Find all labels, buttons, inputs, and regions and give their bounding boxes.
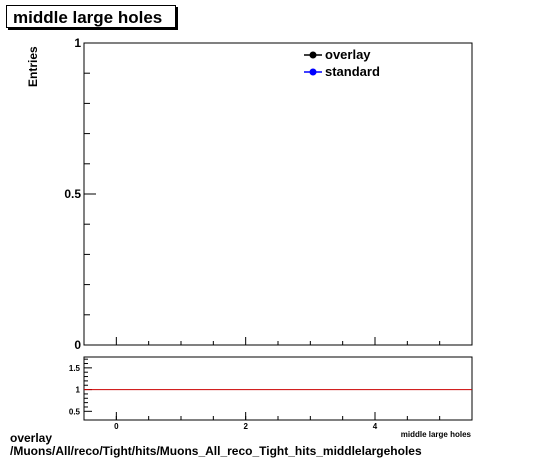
legend-standard-marker (309, 68, 317, 76)
ratio-x-axis-label: middle large holes (401, 430, 472, 439)
ratio-x-tick-label: 2 (243, 422, 248, 431)
main-y-tick-label: 0 (74, 338, 81, 352)
legend-standard-label: standard (325, 64, 380, 79)
ratio-x-axis: 0 2 4 (114, 412, 473, 431)
ratio-y-axis: 0.5 1 1.5 (69, 358, 92, 416)
legend: overlay standard (304, 47, 380, 79)
main-y-tick-label: 0.5 (64, 187, 81, 201)
legend-overlay-marker (309, 51, 317, 59)
footer-line-2: /Muons/All/reco/Tight/hits/Muons_All_rec… (10, 444, 422, 458)
legend-overlay-label: overlay (325, 47, 371, 62)
main-y-axis: 00.51 (64, 36, 96, 352)
main-y-tick-label: 1 (74, 36, 81, 50)
chart-title: middle large holes (6, 5, 176, 28)
main-x-axis (115, 337, 473, 345)
footer-line-1: overlay (10, 431, 53, 445)
main-plot-frame (83, 42, 473, 346)
ratio-plot-frame (83, 356, 473, 421)
footer-caption: overlay /Muons/All/reco/Tight/hits/Muons… (10, 432, 422, 458)
ratio-y-tick-label: 1.5 (69, 364, 81, 373)
ratio-y-tick-label: 1 (76, 386, 81, 395)
ratio-x-tick-label: 0 (114, 422, 119, 431)
ratio-x-tick-label: 4 (373, 422, 378, 431)
ratio-y-tick-label: 0.5 (69, 407, 81, 416)
y-axis-label: Entries (26, 46, 40, 87)
